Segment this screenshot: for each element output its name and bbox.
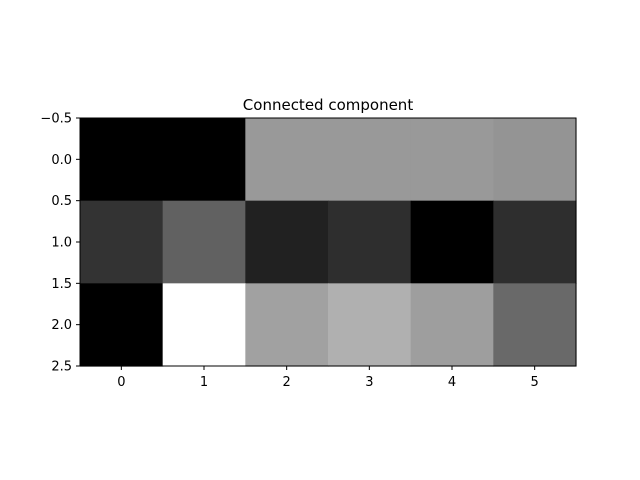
y-tick-label: 0.5 — [51, 194, 72, 209]
x-tick-label: 5 — [531, 375, 539, 390]
y-tick-label: 2.0 — [51, 318, 72, 333]
heatmap-cell-r2-c0 — [80, 283, 164, 367]
x-tick-label: 1 — [200, 375, 208, 390]
heatmap-cell-r2-c2 — [245, 283, 329, 367]
heatmap-cell-r1-c1 — [162, 200, 246, 284]
heatmap-cells — [80, 118, 577, 367]
y-axis: −0.5 0.0 0.5 1.0 1.5 2.0 2.5 — [40, 112, 80, 375]
y-tick-label: 2.5 — [51, 360, 72, 375]
heatmap-cell-r2-c5 — [493, 283, 577, 367]
heatmap-cell-r0-c5 — [493, 118, 577, 202]
y-tick-label: 1.0 — [51, 236, 72, 251]
x-tick-label: 4 — [448, 375, 456, 390]
y-tick-label: 0.0 — [51, 153, 72, 168]
x-tick-label: 2 — [283, 375, 291, 390]
heatmap-cell-r1-c3 — [328, 200, 412, 284]
heatmap-cell-r0-c2 — [245, 118, 329, 202]
heatmap-cell-r0-c0 — [80, 118, 164, 202]
x-tick-label: 0 — [117, 375, 125, 390]
heatmap-cell-r2-c4 — [410, 283, 494, 367]
y-tick-label: −0.5 — [40, 112, 72, 127]
heatmap-cell-r0-c4 — [410, 118, 494, 202]
heatmap-cell-r1-c0 — [80, 200, 164, 284]
heatmap-cell-r2-c1 — [162, 283, 246, 367]
chart-title: Connected component — [243, 96, 414, 114]
heatmap-cell-r0-c3 — [328, 118, 412, 202]
x-tick-label: 3 — [365, 375, 373, 390]
heatmap-cell-r1-c5 — [493, 200, 577, 284]
heatmap-cell-r1-c2 — [245, 200, 329, 284]
heatmap-cell-r1-c4 — [410, 200, 494, 284]
y-tick-label: 1.5 — [51, 277, 72, 292]
heatmap-cell-r2-c3 — [328, 283, 412, 367]
heatmap-cell-r0-c1 — [162, 118, 246, 202]
x-axis: 0 1 2 3 4 5 — [117, 366, 539, 390]
